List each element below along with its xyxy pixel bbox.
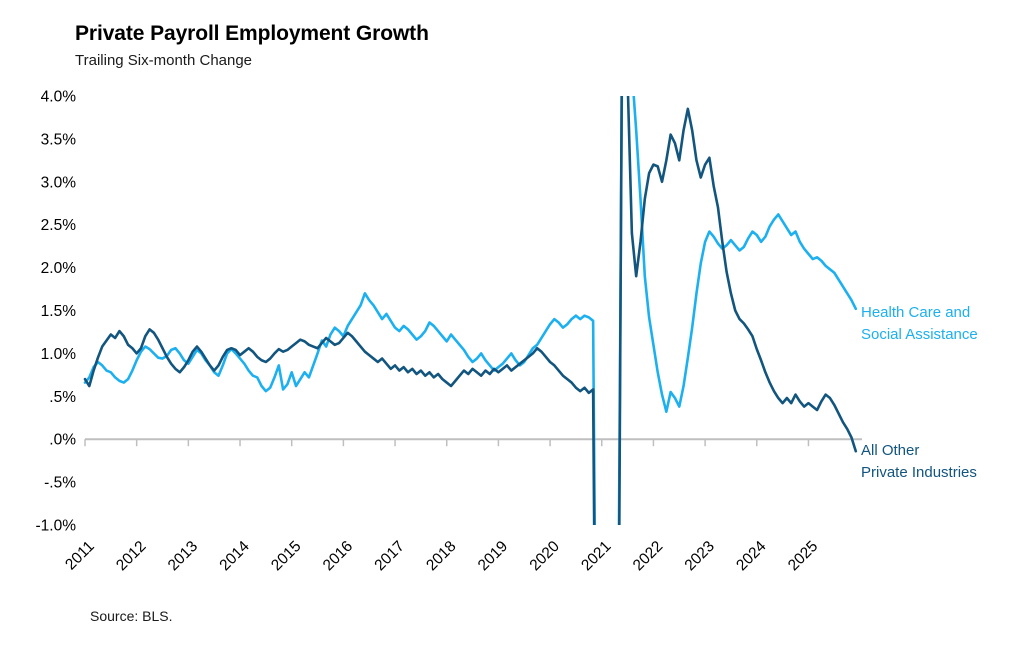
x-axis-tick-label: 2013 <box>165 538 201 574</box>
y-axis-tick-label: 4.0% <box>41 89 77 106</box>
series-line-health-care <box>83 96 858 525</box>
y-axis-tick-label: -.5% <box>44 475 76 492</box>
x-axis-tick-label: 2017 <box>371 538 407 574</box>
y-axis-tick-label: 2.5% <box>41 217 77 234</box>
y-axis-tick-label: .5% <box>49 389 76 406</box>
x-axis-ticks: 2011 2012 2013 2014 2015 2016 2017 2018 2019 2020… <box>62 538 821 575</box>
x-axis-tick-label: 2019 <box>475 538 511 574</box>
y-axis-tick-label: 3.5% <box>41 131 77 148</box>
x-axis-tick-label: 2023 <box>682 538 718 574</box>
source-note: Source: BLS. <box>90 608 173 624</box>
zero-axis-line <box>84 438 862 447</box>
y-axis-ticks: 4.0% 3.5% 3.0% 2.5% 2.0% 1.5% 1.0% .5% .0% -.5% -1… <box>36 89 77 535</box>
series-lines <box>83 96 858 525</box>
x-axis-tick-label: 2018 <box>423 538 459 574</box>
y-axis-tick-label: 3.0% <box>41 174 77 191</box>
x-axis-tick-label: 2012 <box>113 538 149 574</box>
y-axis-tick-label: .0% <box>49 432 76 449</box>
page-title: Private Payroll Employment Growth <box>75 22 429 45</box>
x-axis-tick-label: 2011 <box>62 538 98 574</box>
chart-subtitle: Trailing Six-month Change <box>75 52 253 69</box>
x-axis-tick-label: 2022 <box>630 538 666 574</box>
y-axis-tick-label: 1.0% <box>41 346 77 363</box>
x-axis-tick-label: 2016 <box>320 538 356 574</box>
x-axis-tick-label: 2015 <box>268 538 304 574</box>
x-axis-tick-label: 2014 <box>216 538 253 575</box>
series-line-all-other <box>83 96 858 525</box>
x-axis-tick-label: 2025 <box>785 538 821 574</box>
x-axis-tick-label: 2020 <box>527 538 564 575</box>
x-axis-tick-label: 2021 <box>578 538 614 574</box>
y-axis-tick-label: -1.0% <box>36 518 77 535</box>
y-axis-tick-label: 2.0% <box>41 260 77 277</box>
x-axis-tick-label: 2024 <box>733 538 770 575</box>
y-axis-tick-label: 1.5% <box>41 303 77 320</box>
